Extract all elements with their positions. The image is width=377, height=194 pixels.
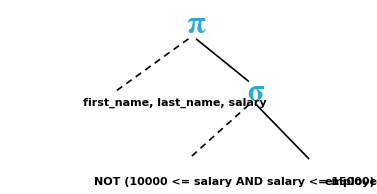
Text: σ: σ: [248, 80, 265, 107]
Text: NOT (10000 <= salary AND salary <= 15000): NOT (10000 <= salary AND salary <= 15000…: [94, 177, 375, 187]
Text: π: π: [186, 12, 206, 39]
Text: employees: employees: [324, 177, 377, 187]
Text: first_name, last_name, salary: first_name, last_name, salary: [83, 98, 267, 108]
